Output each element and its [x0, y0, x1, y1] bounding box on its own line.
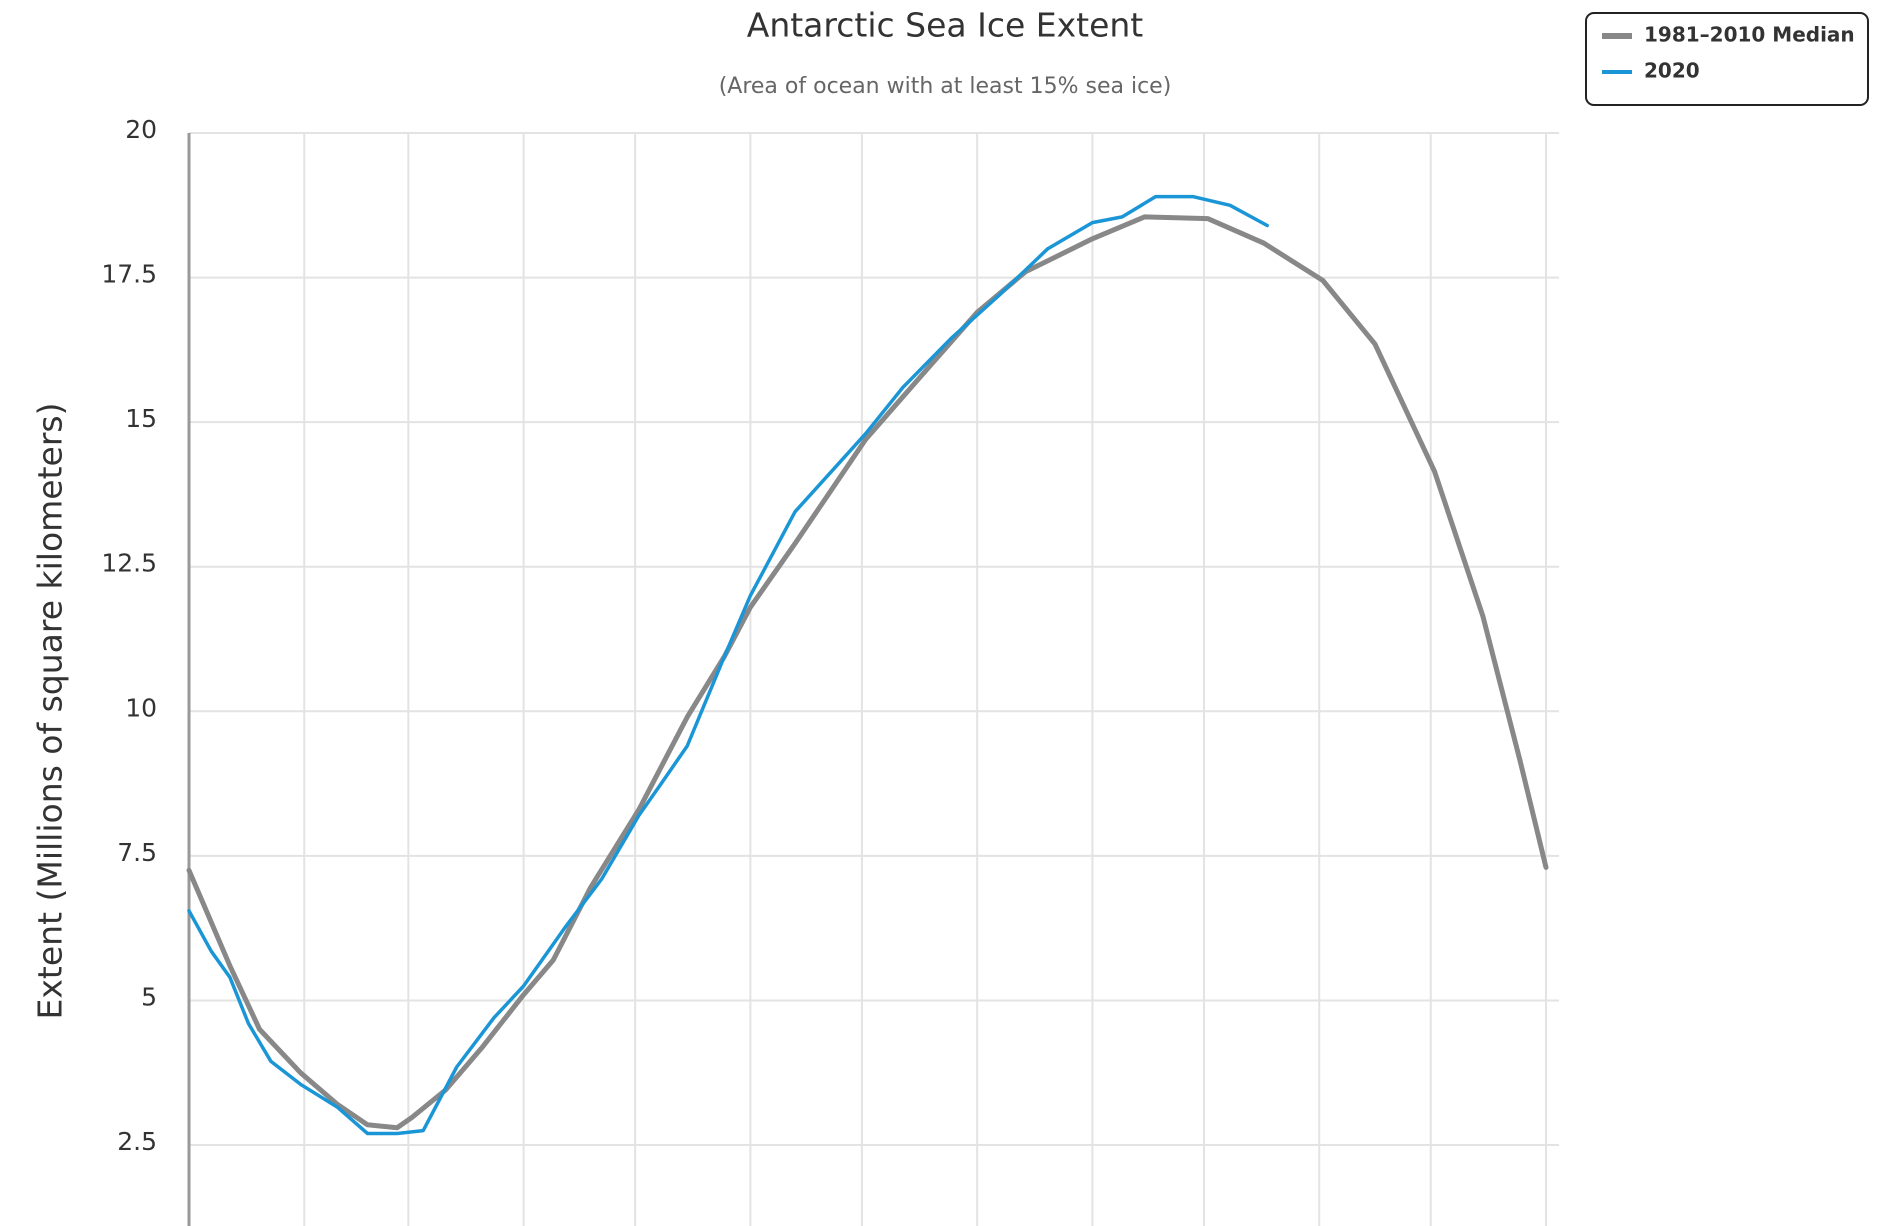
- y-tick-label: 10: [125, 693, 157, 722]
- legend-label: 2020: [1644, 59, 1700, 83]
- chart-subtitle: (Area of ocean with at least 15% sea ice…: [719, 74, 1172, 99]
- y-tick-label: 17.5: [101, 260, 157, 289]
- y-axis-label: Extent (Millions of square kilometers): [31, 403, 70, 1020]
- series-line: [187, 194, 1269, 1136]
- series-line: [186, 214, 1549, 1131]
- y-tick-label: 20: [125, 115, 157, 144]
- chart-title: Antarctic Sea Ice Extent: [747, 6, 1144, 45]
- legend-label: 1981–2010 Median: [1644, 23, 1855, 47]
- y-tick-label: 5: [141, 982, 157, 1011]
- y-tick-label: 12.5: [101, 549, 157, 578]
- y-tick-label: 15: [125, 404, 157, 433]
- y-tick-label: 2.5: [117, 1127, 157, 1156]
- y-tick-label: 7.5: [117, 838, 157, 867]
- legend-box: [1585, 12, 1869, 106]
